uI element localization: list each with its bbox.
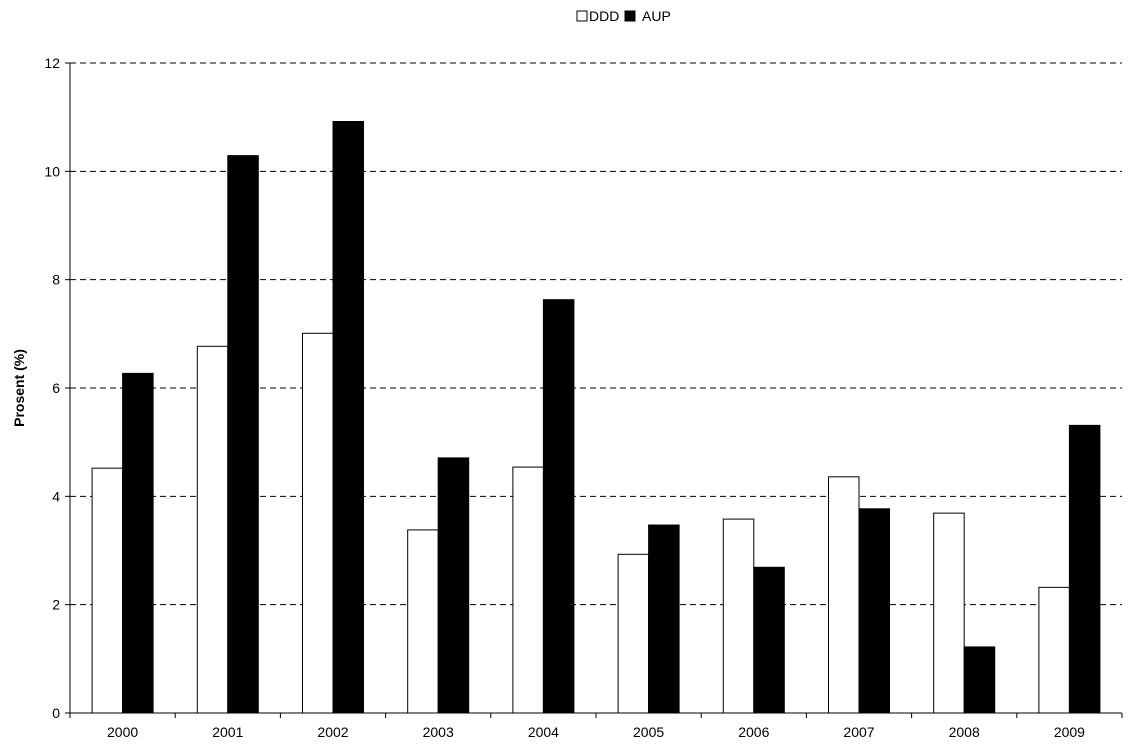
bar-aup-2007: [858, 508, 891, 714]
bar-aup-2003: [437, 457, 470, 714]
bar-aup-2008: [963, 646, 996, 714]
x-tick-label: 2007: [843, 724, 874, 740]
x-tick-label: 2002: [317, 724, 348, 740]
bar-ddd-2002: [301, 332, 334, 714]
x-tick-labels: 2000 2001 2002 2003 2004 2005 2006 2007 2008 2009: [107, 724, 1085, 740]
y-tick-label: 4: [52, 488, 60, 504]
y-tick-label: 6: [52, 380, 60, 396]
bar-ddd-2005: [617, 553, 650, 714]
bar-aup-2001: [227, 155, 259, 714]
x-tick-label: 2001: [212, 724, 243, 740]
axes: [65, 62, 1123, 718]
x-tick-label: 2006: [738, 724, 769, 740]
y-tick-label: 0: [52, 705, 60, 721]
x-tick-label: 2003: [423, 724, 454, 740]
bar-ddd-2003: [407, 529, 439, 714]
bar-ddd-2008: [933, 512, 965, 714]
bar-ddd-2006: [722, 518, 755, 714]
bar-aup-2005: [648, 524, 680, 714]
y-tick-label: 12: [44, 55, 60, 71]
bar-ddd-2007: [827, 476, 860, 714]
bar-aup-2000: [122, 372, 154, 714]
legend-swatch-ddd: [576, 10, 588, 22]
bar-aup-2006: [753, 566, 785, 714]
legend-label-aup: AUP: [642, 8, 671, 24]
y-tick-labels: 0 2 4 6 8 10 12: [44, 55, 60, 721]
bar-aup-2004: [542, 299, 575, 714]
y-tick-label: 2: [52, 597, 60, 613]
bar-ddd-2004: [512, 466, 544, 714]
bar-ddd-2009: [1038, 586, 1070, 714]
y-tick-label: 8: [52, 272, 60, 288]
x-tick-label: 2009: [1054, 724, 1085, 740]
bars: [91, 121, 1101, 714]
y-tick-label: 10: [44, 163, 60, 179]
x-tick-label: 2004: [528, 724, 559, 740]
bar-aup-2009: [1068, 424, 1101, 714]
legend: DDD AUP: [576, 8, 671, 24]
legend-swatch-aup: [624, 10, 636, 22]
bar-aup-2002: [332, 121, 365, 714]
bar-ddd-2000: [91, 467, 124, 714]
x-tick-label: 2005: [633, 724, 664, 740]
x-tick-label: 2000: [107, 724, 138, 740]
x-tick-label: 2008: [949, 724, 980, 740]
bar-ddd-2001: [196, 345, 229, 714]
legend-label-ddd: DDD: [589, 8, 619, 24]
y-axis-title: Prosent (%): [11, 349, 27, 427]
